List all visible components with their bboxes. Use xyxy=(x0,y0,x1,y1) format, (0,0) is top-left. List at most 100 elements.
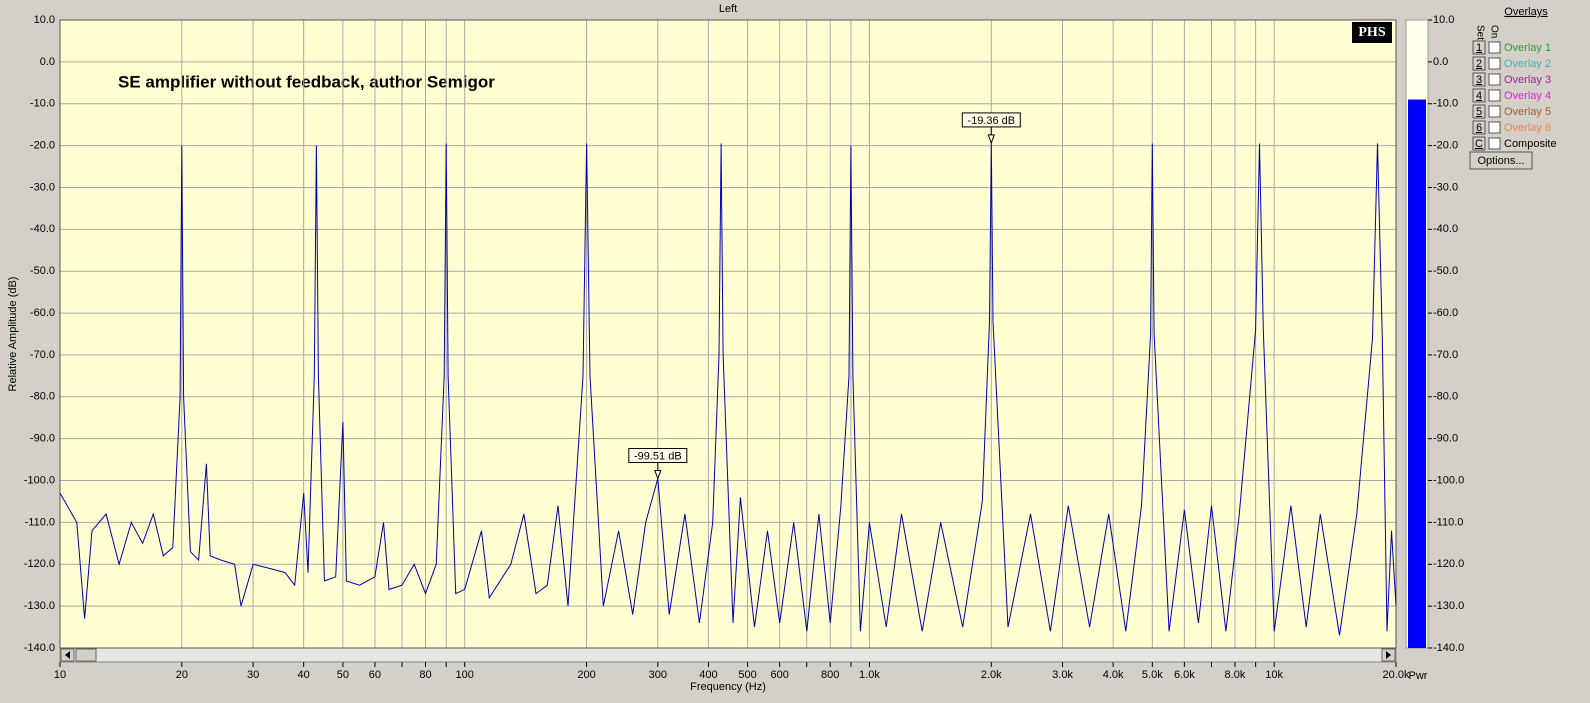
overlay-label: Overlay 3 xyxy=(1504,74,1551,86)
y-tick-label: -40.0 xyxy=(30,223,55,235)
y2-tick-label: -110.0 xyxy=(1433,516,1463,528)
marker xyxy=(987,134,995,145)
marker-box xyxy=(628,447,688,463)
y2-tick-label: -80.0 xyxy=(1433,391,1458,403)
overlay-checkbox[interactable] xyxy=(1488,121,1501,134)
y-tick-label: -10.0 xyxy=(30,98,55,110)
x-tick-label: 5.0k xyxy=(1142,669,1163,681)
overlay-label: Overlay 6 xyxy=(1504,122,1551,134)
y2-tick-label: 10.0 xyxy=(1433,14,1454,26)
overlay-set-button[interactable] xyxy=(1472,120,1486,135)
marker-box xyxy=(961,112,1021,128)
y-tick-label: -140.0 xyxy=(24,642,55,654)
y2-tick-label: -10.0 xyxy=(1433,98,1458,110)
overlay-set-button[interactable] xyxy=(1472,88,1486,103)
x-tick-label: 20 xyxy=(176,669,188,681)
overlay-set-button[interactable] xyxy=(1472,56,1486,71)
plot-area xyxy=(60,20,1396,648)
annotation: SE amplifier without feedback, author Se… xyxy=(118,72,495,91)
y-tick-label: -90.0 xyxy=(30,433,55,445)
power-bar xyxy=(1408,99,1426,648)
overlays-title: Overlays xyxy=(1504,6,1548,18)
overlay-key: 1 xyxy=(1476,42,1482,54)
overlay-checkbox[interactable] xyxy=(1488,57,1501,70)
y2-tick-label: -70.0 xyxy=(1433,349,1458,361)
x-tick-label: 60 xyxy=(369,669,381,681)
y2-tick-label: -60.0 xyxy=(1433,307,1458,319)
y2-tick-label: -40.0 xyxy=(1433,223,1458,235)
x-tick-label: 80 xyxy=(419,669,431,681)
y2-tick-label: -90.0 xyxy=(1433,433,1458,445)
y2-tick-label: 0.0 xyxy=(1433,56,1448,68)
chart-title: Left xyxy=(719,3,737,15)
overlay-label: Overlay 4 xyxy=(1504,90,1551,102)
y-tick-label: -130.0 xyxy=(24,600,55,612)
marker-label: -19.36 dB xyxy=(967,115,1015,127)
logo: PHS xyxy=(1358,25,1385,40)
scroll-thumb[interactable] xyxy=(75,648,97,662)
plot-border xyxy=(59,19,1397,649)
arrow-right xyxy=(1386,651,1391,659)
y2-tick-label: -130.0 xyxy=(1433,600,1464,612)
y-tick-label: -50.0 xyxy=(30,265,55,277)
y-tick-label: 10.0 xyxy=(34,14,55,26)
y-tick-label: -30.0 xyxy=(30,181,55,193)
x-tick-label: 10k xyxy=(1265,669,1283,681)
y-tick-label: -70.0 xyxy=(30,349,55,361)
overlay-set-button[interactable] xyxy=(1472,72,1486,87)
x-tick-label: 50 xyxy=(337,669,349,681)
y2-tick-label: -30.0 xyxy=(1433,181,1458,193)
overlay-label: Overlay 1 xyxy=(1504,42,1551,54)
spectrum-line xyxy=(59,142,1397,636)
x-tick-label: 2.0k xyxy=(981,669,1002,681)
overlay-key: 6 xyxy=(1476,122,1482,134)
set-header: Set xyxy=(1474,25,1485,40)
x-tick-label: 300 xyxy=(649,669,667,681)
y2-tick-label: -50.0 xyxy=(1433,265,1458,277)
overlay-checkbox[interactable] xyxy=(1488,89,1501,102)
y-tick-label: 0.0 xyxy=(40,56,55,68)
x-tick-label: 600 xyxy=(770,669,788,681)
overlay-set-button[interactable] xyxy=(1472,136,1486,151)
overlay-label: Overlay 5 xyxy=(1504,106,1551,118)
y-tick-label: -60.0 xyxy=(30,307,55,319)
x-axis-label: Frequency (Hz) xyxy=(690,681,766,693)
y-tick-label: -20.0 xyxy=(30,140,55,152)
marker xyxy=(654,469,662,480)
overlay-set-button[interactable] xyxy=(1472,104,1486,119)
y2-tick-label: -140.0 xyxy=(1433,642,1464,654)
x-tick-label: 30 xyxy=(247,669,259,681)
scrollbar[interactable] xyxy=(59,647,1397,663)
overlay-label: Overlay 2 xyxy=(1504,58,1551,70)
options-button[interactable] xyxy=(1469,151,1533,170)
overlay-checkbox[interactable] xyxy=(1488,137,1501,150)
y-tick-label: -100.0 xyxy=(24,474,55,486)
y-tick-label: -120.0 xyxy=(24,558,55,570)
overlay-label: Composite xyxy=(1504,138,1557,150)
overlay-checkbox[interactable] xyxy=(1488,105,1501,118)
x-tick-label: 4.0k xyxy=(1103,669,1124,681)
overlay-key: 5 xyxy=(1476,106,1482,118)
overlay-set-button[interactable] xyxy=(1472,40,1486,55)
overlay-key: 3 xyxy=(1476,74,1482,86)
x-tick-label: 1.0k xyxy=(859,669,880,681)
y-tick-label: -80.0 xyxy=(30,391,55,403)
scroll-track[interactable] xyxy=(59,647,1397,663)
x-tick-label: 8.0k xyxy=(1225,669,1246,681)
x-tick-label: 20.0k xyxy=(1383,669,1410,681)
overlay-key: C xyxy=(1475,138,1483,150)
x-tick-label: 500 xyxy=(738,669,756,681)
y2-tick-label: -120.0 xyxy=(1433,558,1464,570)
x-tick-label: 800 xyxy=(821,669,839,681)
x-tick-label: 200 xyxy=(577,669,595,681)
power-label: Pwr xyxy=(1409,670,1428,682)
overlay-checkbox[interactable] xyxy=(1488,41,1501,54)
overlay-checkbox[interactable] xyxy=(1488,73,1501,86)
y2-tick-label: -20.0 xyxy=(1433,140,1458,152)
marker-label: -99.51 dB xyxy=(634,450,682,462)
logo-box xyxy=(1352,22,1392,43)
y2-tick-label: -100.0 xyxy=(1433,474,1464,486)
x-tick-label: 100 xyxy=(456,669,474,681)
x-tick-label: 6.0k xyxy=(1174,669,1195,681)
